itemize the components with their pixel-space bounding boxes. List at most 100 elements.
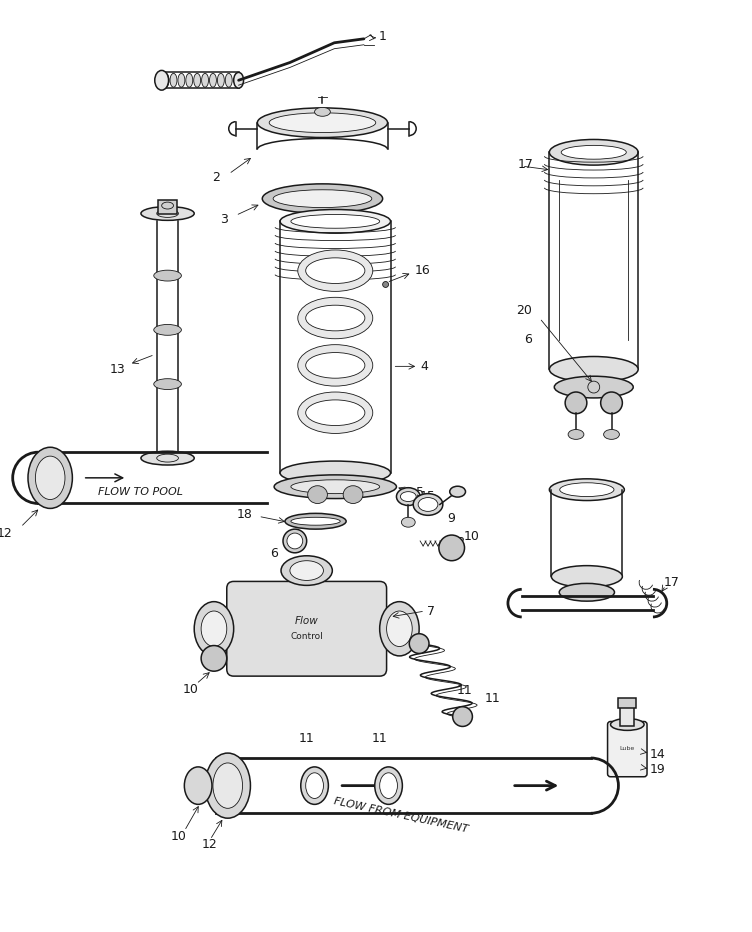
- Ellipse shape: [194, 602, 234, 656]
- Ellipse shape: [550, 140, 638, 165]
- FancyBboxPatch shape: [608, 721, 647, 776]
- Ellipse shape: [262, 184, 383, 213]
- Ellipse shape: [343, 486, 363, 503]
- Ellipse shape: [306, 305, 365, 331]
- Ellipse shape: [298, 392, 373, 433]
- Ellipse shape: [274, 475, 396, 499]
- Ellipse shape: [559, 583, 614, 601]
- Text: 9: 9: [447, 512, 456, 525]
- FancyBboxPatch shape: [227, 582, 387, 676]
- Ellipse shape: [551, 566, 623, 587]
- Text: Lube: Lube: [620, 747, 635, 751]
- Text: 13: 13: [109, 363, 125, 376]
- Text: 11: 11: [371, 732, 387, 745]
- Text: Flow: Flow: [295, 616, 319, 626]
- Ellipse shape: [273, 190, 371, 208]
- Ellipse shape: [566, 392, 587, 414]
- Bar: [620, 706, 634, 726]
- Ellipse shape: [291, 214, 380, 228]
- Ellipse shape: [298, 345, 373, 386]
- Text: 17: 17: [664, 576, 680, 589]
- Ellipse shape: [28, 447, 72, 509]
- Ellipse shape: [291, 480, 380, 494]
- Text: Control: Control: [290, 632, 323, 641]
- Ellipse shape: [298, 250, 373, 292]
- Ellipse shape: [387, 611, 412, 647]
- Ellipse shape: [141, 207, 194, 220]
- Ellipse shape: [141, 451, 194, 465]
- Bar: [158, 199, 177, 214]
- Ellipse shape: [201, 611, 227, 647]
- Text: 12: 12: [202, 838, 218, 851]
- Ellipse shape: [396, 487, 420, 505]
- Text: 2: 2: [212, 171, 220, 185]
- Ellipse shape: [306, 773, 323, 799]
- Ellipse shape: [202, 74, 208, 88]
- Ellipse shape: [604, 430, 620, 439]
- Ellipse shape: [402, 517, 415, 528]
- Ellipse shape: [291, 517, 340, 526]
- Ellipse shape: [280, 461, 390, 485]
- Text: 7: 7: [427, 605, 435, 618]
- Ellipse shape: [234, 73, 244, 89]
- Ellipse shape: [450, 487, 465, 497]
- Ellipse shape: [306, 400, 365, 426]
- Ellipse shape: [306, 258, 365, 283]
- Text: 5: 5: [416, 487, 424, 500]
- Text: 6: 6: [523, 334, 532, 346]
- Ellipse shape: [439, 535, 465, 561]
- Text: 14: 14: [650, 747, 666, 761]
- Ellipse shape: [194, 74, 201, 88]
- Text: 6: 6: [270, 547, 278, 560]
- Ellipse shape: [611, 719, 644, 731]
- Ellipse shape: [559, 483, 614, 497]
- Text: FLOW FROM EQUIPMENT: FLOW FROM EQUIPMENT: [332, 796, 468, 834]
- Text: 17: 17: [518, 158, 534, 171]
- Text: 16: 16: [414, 264, 430, 277]
- Ellipse shape: [257, 108, 387, 138]
- Ellipse shape: [413, 494, 443, 515]
- Ellipse shape: [308, 486, 327, 503]
- Ellipse shape: [217, 74, 224, 88]
- Ellipse shape: [554, 377, 633, 398]
- Ellipse shape: [153, 324, 181, 336]
- Text: 10: 10: [463, 529, 480, 542]
- Ellipse shape: [226, 74, 232, 88]
- Ellipse shape: [287, 533, 303, 549]
- Text: 4: 4: [420, 360, 428, 373]
- Ellipse shape: [281, 555, 332, 585]
- Ellipse shape: [280, 210, 390, 233]
- Ellipse shape: [290, 561, 323, 581]
- Text: 20: 20: [516, 304, 532, 317]
- Text: 11: 11: [299, 732, 314, 745]
- Ellipse shape: [550, 357, 638, 382]
- Ellipse shape: [186, 74, 193, 88]
- Ellipse shape: [550, 479, 624, 500]
- Text: 18: 18: [237, 508, 253, 521]
- Ellipse shape: [374, 767, 402, 804]
- Ellipse shape: [306, 352, 365, 378]
- Text: 12: 12: [0, 527, 13, 540]
- Ellipse shape: [178, 74, 185, 88]
- Text: 8: 8: [456, 537, 464, 550]
- Ellipse shape: [301, 767, 329, 804]
- Text: 10: 10: [183, 683, 199, 696]
- Ellipse shape: [561, 145, 626, 159]
- Ellipse shape: [400, 492, 416, 501]
- Ellipse shape: [383, 281, 389, 287]
- Ellipse shape: [210, 74, 217, 88]
- Ellipse shape: [298, 297, 373, 338]
- Ellipse shape: [155, 71, 168, 90]
- Ellipse shape: [162, 74, 169, 88]
- Ellipse shape: [453, 706, 472, 726]
- Ellipse shape: [153, 270, 181, 281]
- Ellipse shape: [601, 392, 623, 414]
- Ellipse shape: [314, 107, 330, 116]
- Ellipse shape: [213, 763, 243, 808]
- Text: 15: 15: [420, 490, 436, 503]
- Ellipse shape: [170, 74, 177, 88]
- Ellipse shape: [409, 634, 429, 653]
- Ellipse shape: [35, 456, 65, 500]
- Ellipse shape: [205, 753, 250, 818]
- Ellipse shape: [283, 529, 307, 553]
